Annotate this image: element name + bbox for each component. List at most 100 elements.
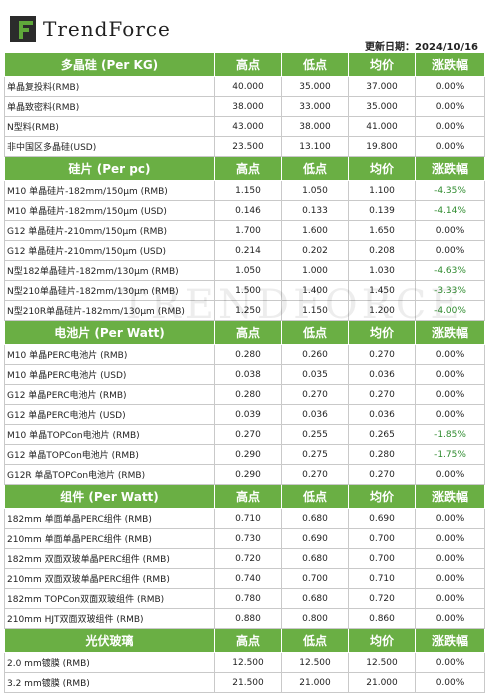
- table-row: N型182单晶硅片-182mm/130μm (RMB) 1.050 1.000 1.0…: [4, 260, 485, 281]
- change-pct: -4.00%: [415, 300, 485, 321]
- update-date-value: 2024/10/16: [415, 42, 478, 53]
- column-header: 均价: [348, 628, 416, 653]
- low-price: 0.690: [281, 528, 349, 549]
- low-price: 0.133: [281, 200, 349, 221]
- change-pct: 0.00%: [415, 548, 485, 569]
- table-row: N型210R单晶硅片-182mm/130μm (RMB) 1.250 1.150 1.…: [4, 300, 485, 321]
- change-pct: 0.00%: [415, 464, 485, 485]
- avg-price: 1.200: [348, 300, 416, 321]
- table-row: 182mm 单面单晶PERC组件 (RMB) 0.710 0.680 0.690 0.0…: [4, 508, 485, 529]
- avg-price: 0.036: [348, 364, 416, 385]
- change-pct: 0.00%: [415, 652, 485, 673]
- avg-price: 1.100: [348, 180, 416, 201]
- product-name: 2.0 mm镀膜 (RMB): [4, 652, 215, 673]
- low-price: 12.500: [281, 652, 349, 673]
- change-pct: 0.00%: [415, 608, 485, 629]
- high-price: 40.000: [214, 76, 282, 97]
- high-price: 1.250: [214, 300, 282, 321]
- avg-price: 0.860: [348, 608, 416, 629]
- high-price: 0.146: [214, 200, 282, 221]
- change-pct: 0.00%: [415, 116, 485, 137]
- avg-price: 21.000: [348, 672, 416, 693]
- low-price: 21.000: [281, 672, 349, 693]
- column-header: 低点: [281, 52, 349, 77]
- low-price: 0.270: [281, 464, 349, 485]
- product-name: 182mm 双面双玻单晶PERC组件 (RMB): [4, 548, 215, 569]
- change-pct: -1.75%: [415, 444, 485, 465]
- high-price: 0.880: [214, 608, 282, 629]
- section-header: 多晶硅 (Per KG) 高点 低点 均价 涨跌幅: [4, 52, 485, 77]
- trendforce-logo: TrendForce: [10, 16, 171, 42]
- product-name: 3.2 mm镀膜 (RMB): [4, 672, 215, 693]
- table-row: 2.0 mm镀膜 (RMB) 12.500 12.500 12.500 0.00%: [4, 652, 485, 673]
- product-name: 单晶致密料(RMB): [4, 96, 215, 117]
- column-header: 高点: [214, 52, 282, 77]
- low-price: 0.270: [281, 384, 349, 405]
- product-name: 182mm 单面单晶PERC组件 (RMB): [4, 508, 215, 529]
- high-price: 21.500: [214, 672, 282, 693]
- column-header: 低点: [281, 628, 349, 653]
- column-header: 高点: [214, 628, 282, 653]
- logo-text: TrendForce: [43, 17, 171, 41]
- change-pct: 0.00%: [415, 528, 485, 549]
- change-pct: 0.00%: [415, 404, 485, 425]
- avg-price: 0.265: [348, 424, 416, 445]
- column-header: 涨跌幅: [415, 156, 485, 181]
- avg-price: 35.000: [348, 96, 416, 117]
- change-pct: -4.35%: [415, 180, 485, 201]
- change-pct: -3.33%: [415, 280, 485, 301]
- table-row: N型料(RMB) 43.000 38.000 41.000 0.00%: [4, 116, 485, 137]
- product-name: M10 单晶TOPCon电池片 (RMB): [4, 424, 215, 445]
- table-row: 182mm 双面双玻单晶PERC组件 (RMB) 0.720 0.680 0.700 0…: [4, 548, 485, 569]
- logo-mark-icon: [10, 16, 36, 42]
- low-price: 1.150: [281, 300, 349, 321]
- table-row: 单晶复投料(RMB) 40.000 35.000 37.000 0.00%: [4, 76, 485, 97]
- avg-price: 0.720: [348, 588, 416, 609]
- product-name: 182mm TOPCon双面双玻组件 (RMB): [4, 588, 215, 609]
- table-row: G12R 单晶TOPCon电池片 (RMB) 0.290 0.270 0.270 0.0…: [4, 464, 485, 485]
- section-title: 光伏玻璃: [4, 628, 215, 653]
- low-price: 0.700: [281, 568, 349, 589]
- change-pct: 0.00%: [415, 672, 485, 693]
- change-pct: 0.00%: [415, 588, 485, 609]
- avg-price: 41.000: [348, 116, 416, 137]
- table-row: 182mm TOPCon双面双玻组件 (RMB) 0.780 0.680 0.720 0…: [4, 588, 485, 609]
- avg-price: 0.270: [348, 384, 416, 405]
- low-price: 13.100: [281, 136, 349, 157]
- column-header: 低点: [281, 320, 349, 345]
- table-row: G12 单晶硅片-210mm/150μm (RMB) 1.700 1.600 1.65…: [4, 220, 485, 241]
- low-price: 0.255: [281, 424, 349, 445]
- section-header: 硅片 (Per pc) 高点 低点 均价 涨跌幅: [4, 156, 485, 181]
- change-pct: -1.85%: [415, 424, 485, 445]
- table-row: M10 单晶硅片-182mm/150μm (RMB) 1.150 1.050 1.10…: [4, 180, 485, 201]
- change-pct: 0.00%: [415, 240, 485, 261]
- avg-price: 0.280: [348, 444, 416, 465]
- table-row: G12 单晶PERC电池片 (USD) 0.039 0.036 0.036 0.00%: [4, 404, 485, 425]
- column-header: 均价: [348, 52, 416, 77]
- high-price: 0.214: [214, 240, 282, 261]
- change-pct: -4.14%: [415, 200, 485, 221]
- column-header: 低点: [281, 484, 349, 509]
- table-row: M10 单晶PERC电池片 (USD) 0.038 0.035 0.036 0.00%: [4, 364, 485, 385]
- avg-price: 0.036: [348, 404, 416, 425]
- product-name: G12 单晶PERC电池片 (USD): [4, 404, 215, 425]
- change-pct: -4.63%: [415, 260, 485, 281]
- table-row: G12 单晶TOPCon电池片 (RMB) 0.290 0.275 0.280 -1.7…: [4, 444, 485, 465]
- product-name: G12 单晶硅片-210mm/150μm (RMB): [4, 220, 215, 241]
- change-pct: 0.00%: [415, 136, 485, 157]
- column-header: 涨跌幅: [415, 320, 485, 345]
- high-price: 0.780: [214, 588, 282, 609]
- avg-price: 0.700: [348, 548, 416, 569]
- product-name: M10 单晶PERC电池片 (USD): [4, 364, 215, 385]
- section-header: 组件 (Per Watt) 高点 低点 均价 涨跌幅: [4, 484, 485, 509]
- change-pct: 0.00%: [415, 96, 485, 117]
- low-price: 1.400: [281, 280, 349, 301]
- column-header: 均价: [348, 484, 416, 509]
- column-header: 高点: [214, 320, 282, 345]
- high-price: 0.270: [214, 424, 282, 445]
- update-date-label: 更新日期：: [365, 42, 416, 53]
- high-price: 0.720: [214, 548, 282, 569]
- low-price: 1.000: [281, 260, 349, 281]
- avg-price: 12.500: [348, 652, 416, 673]
- product-name: 单晶复投料(RMB): [4, 76, 215, 97]
